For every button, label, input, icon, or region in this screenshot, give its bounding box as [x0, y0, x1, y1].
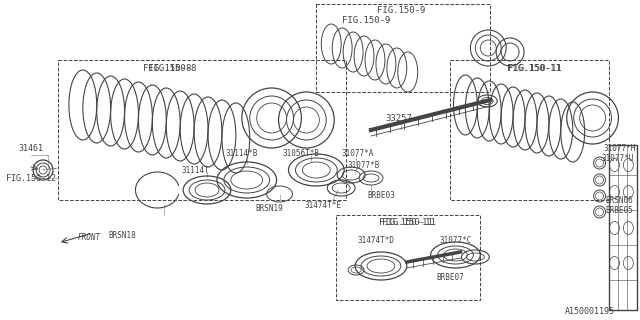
Bar: [451, 60, 609, 200]
Text: FIG.150-9: FIG.150-9: [342, 15, 390, 25]
Text: 31077*U: 31077*U: [601, 154, 634, 163]
Text: BRSN18: BRSN18: [109, 230, 136, 239]
Text: BRSN06: BRSN06: [605, 196, 634, 204]
Text: FIG.150-12: FIG.150-12: [6, 173, 56, 182]
Text: 31114T: 31114T: [181, 165, 209, 174]
Text: 31461: 31461: [19, 143, 44, 153]
Text: FIG.150-8: FIG.150-8: [148, 63, 196, 73]
Text: BRSN19: BRSN19: [256, 204, 284, 212]
Text: 31474T*D: 31474T*D: [358, 236, 394, 244]
Text: FRONT: FRONT: [78, 233, 101, 242]
Bar: [336, 215, 480, 300]
Bar: [316, 4, 490, 92]
Text: FIG.150-11: FIG.150-11: [379, 218, 433, 227]
Text: 31056T*B: 31056T*B: [283, 148, 320, 157]
Text: 31077*A: 31077*A: [342, 148, 374, 157]
Text: BRBE03: BRBE03: [367, 190, 395, 199]
Text: 33257: 33257: [385, 114, 412, 123]
Text: FIG.150-8: FIG.150-8: [143, 63, 191, 73]
Text: 31114*B: 31114*B: [226, 148, 258, 157]
Text: 31474T*E: 31474T*E: [305, 201, 342, 210]
Text: 31077*B: 31077*B: [348, 161, 380, 170]
Text: FIG.150-9: FIG.150-9: [376, 5, 425, 14]
Text: FIG.150-11: FIG.150-11: [382, 218, 436, 227]
Text: A150001195: A150001195: [564, 308, 614, 316]
Text: BRBE07: BRBE07: [436, 274, 465, 283]
Text: FIG.150-11: FIG.150-11: [507, 63, 561, 73]
Text: 31077*C: 31077*C: [439, 236, 472, 244]
Text: FIG.150-11: FIG.150-11: [508, 63, 562, 73]
Bar: [58, 60, 346, 200]
Text: BRBE05: BRBE05: [605, 205, 634, 214]
Text: 31077*H: 31077*H: [604, 143, 636, 153]
